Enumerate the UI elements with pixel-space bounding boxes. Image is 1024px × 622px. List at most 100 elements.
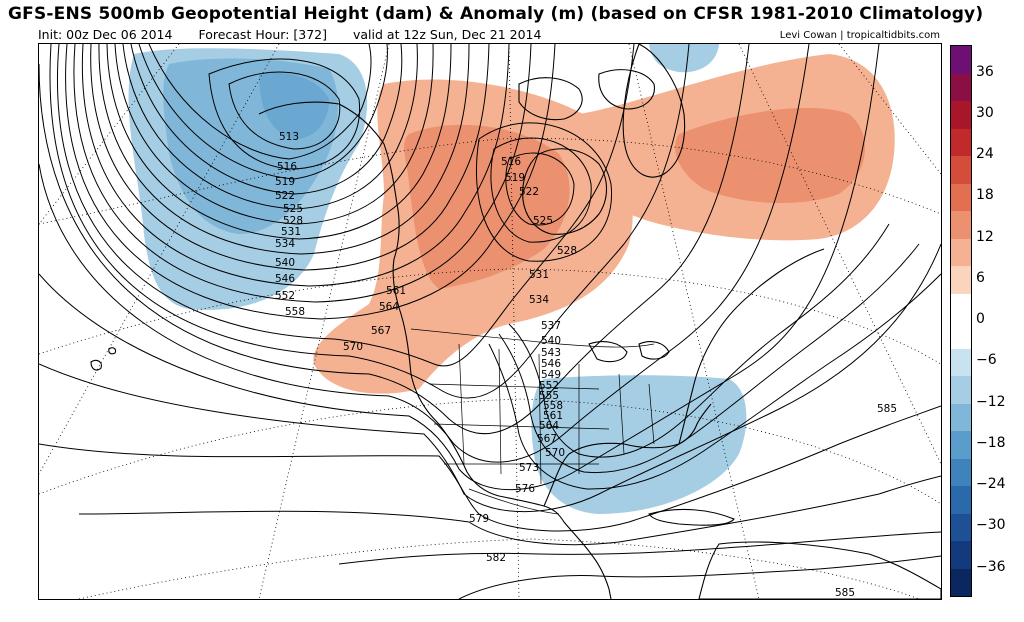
- contour-label: 579: [469, 513, 489, 525]
- contour-label: 546: [275, 273, 295, 285]
- colorbar-swatch: [951, 321, 971, 349]
- contour-label: 525: [533, 215, 553, 227]
- colorbar-swatch: [951, 156, 971, 184]
- valid-time: valid at 12z Sun, Dec 21 2014: [353, 27, 542, 42]
- colorbar-label: 6: [976, 269, 985, 286]
- colorbar-swatch: [951, 568, 971, 596]
- colorbar-label: −18: [976, 434, 1006, 451]
- colorbar-swatch: [951, 513, 971, 541]
- colorbar-label: −24: [976, 476, 1006, 492]
- contour-label: 573: [519, 462, 539, 474]
- negative-anomaly-ne-corner: [649, 44, 719, 73]
- init-time: Init: 00z Dec 06 2014: [38, 27, 173, 42]
- colorbar-swatch: [951, 101, 971, 129]
- contour-label: 564: [379, 301, 399, 313]
- map-svg: 513 516 519 522 525 528 531 534 540 546 …: [39, 44, 941, 599]
- colorbar-swatch: [951, 376, 971, 404]
- map-title: GFS-ENS 500mb Geopotential Height (dam) …: [8, 4, 984, 24]
- colorbar-swatch: [951, 486, 971, 514]
- south-america: [698, 541, 941, 599]
- contour-label: 567: [371, 325, 391, 337]
- contour-label: 513: [279, 131, 299, 143]
- contour-label: 522: [275, 190, 295, 202]
- contour-label: 516: [277, 161, 297, 173]
- contour-label: 558: [543, 400, 563, 412]
- contour-label: 552: [539, 380, 559, 392]
- cuba: [648, 508, 735, 526]
- height-contours: [39, 44, 941, 599]
- borders: [410, 328, 655, 515]
- contour-label: 534: [275, 238, 295, 250]
- contour-label: 561: [386, 285, 406, 297]
- colorbar-swatch: [951, 46, 971, 74]
- positive-anomaly-west-core: [404, 124, 570, 289]
- colorbar-label: 0: [976, 311, 985, 327]
- map-panel: 513 516 519 522 525 528 531 534 540 546 …: [38, 43, 942, 600]
- greenland: [622, 44, 686, 178]
- colorbar-label: 18: [976, 187, 994, 204]
- contour-label: 582: [486, 552, 506, 564]
- hawaii: [90, 347, 117, 371]
- colorbar-label: −30: [976, 517, 1006, 534]
- contour-label: 570: [545, 447, 565, 459]
- contour-label: 585: [835, 587, 855, 599]
- colorbar-label: −36: [976, 558, 1006, 575]
- contour-label: 546: [541, 358, 561, 370]
- contour-label: 585: [877, 403, 897, 415]
- contour-label: 519: [505, 172, 525, 184]
- anomaly-colorbar: [950, 45, 972, 597]
- colorbar-swatch: [951, 266, 971, 294]
- contour-label: 522: [519, 186, 539, 198]
- contour-label: 531: [281, 226, 301, 238]
- colorbar-swatch: [951, 431, 971, 459]
- coastlines: [90, 44, 941, 599]
- colorbar-swatch: [951, 541, 971, 569]
- north-america-coast: [258, 101, 612, 599]
- great-lakes: [588, 341, 670, 363]
- contour-label: 576: [515, 483, 535, 495]
- contour-label: 543: [541, 347, 561, 359]
- negative-anomaly-gulf: [531, 375, 747, 514]
- colorbar-swatch: [951, 128, 971, 156]
- colorbar-swatch: [951, 73, 971, 101]
- contour-label: 528: [557, 245, 577, 257]
- contour-label: 561: [543, 410, 563, 422]
- contour-label: 525: [283, 203, 303, 215]
- colorbar-swatch: [951, 458, 971, 486]
- contour-label: 540: [541, 335, 561, 347]
- credit-text: Levi Cowan | tropicaltidbits.com: [779, 30, 940, 41]
- gulf-coast: [543, 403, 712, 507]
- contour-label: 531: [529, 269, 549, 281]
- contour-label: 540: [275, 257, 295, 269]
- map-subtitle: Init: 00z Dec 06 2014 Forecast Hour: [37…: [38, 27, 563, 42]
- colorbar-swatch: [951, 293, 971, 321]
- contour-label: 555: [539, 390, 559, 402]
- anomaly-shading: [128, 44, 895, 514]
- colorbar-swatch: [951, 211, 971, 239]
- contour-labels: 513 516 519 522 525 528 531 534 540 546 …: [275, 131, 897, 599]
- colorbar-label: −12: [976, 393, 1006, 410]
- contour-label: 552: [275, 290, 295, 302]
- contour-label: 534: [529, 294, 549, 306]
- arctic-islands: [518, 69, 655, 121]
- colorbar-label: 12: [976, 228, 994, 245]
- graticule: [39, 44, 941, 599]
- contour-label: 564: [539, 420, 559, 432]
- contour-label: 528: [283, 215, 303, 227]
- contour-label: 516: [501, 156, 521, 168]
- forecast-hour: Forecast Hour: [372]: [198, 27, 328, 42]
- contour-label: 567: [537, 433, 557, 445]
- contour-label: 558: [285, 306, 305, 318]
- hudson-bay: [522, 148, 608, 235]
- contour-label: 549: [541, 369, 561, 381]
- colorbar-swatch: [951, 403, 971, 431]
- colorbar-label: 36: [976, 63, 994, 80]
- contour-label: 519: [275, 176, 295, 188]
- colorbar-label: 30: [976, 104, 994, 121]
- colorbar-swatch: [951, 238, 971, 266]
- colorbar-label: −6: [976, 352, 997, 369]
- negative-anomaly-core-2: [259, 72, 329, 139]
- east-coast: [678, 248, 825, 445]
- contour-label: 570: [343, 341, 363, 353]
- colorbar-label: 24: [976, 146, 994, 162]
